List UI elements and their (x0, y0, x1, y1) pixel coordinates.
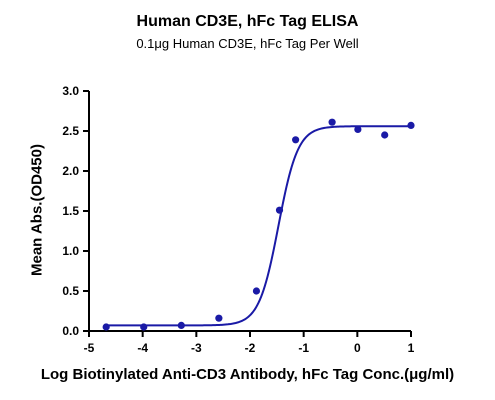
data-point (102, 323, 110, 331)
data-point (275, 206, 284, 214)
y-tick-label: 0.5 (62, 284, 79, 298)
data-point (354, 125, 362, 133)
fit-curve-line (106, 125, 411, 327)
y-tick-label: 2.0 (62, 164, 79, 178)
y-tick-label: 1.0 (62, 244, 79, 258)
x-tick-label: -4 (137, 341, 148, 355)
y-tick-label: 2.5 (62, 124, 79, 138)
x-tick-label: 0 (354, 341, 361, 355)
y-tick-label: 3.0 (62, 84, 79, 98)
y-tick-label: 1.5 (62, 204, 79, 218)
data-point (407, 121, 415, 129)
data-point (328, 118, 336, 126)
data-point (215, 314, 223, 322)
y-tick-label: 0.0 (62, 324, 79, 338)
data-point (292, 136, 300, 144)
chart-title: Human CD3E, hFc Tag ELISA (136, 13, 359, 30)
x-tick-label: -1 (298, 341, 309, 355)
chart-subtitle: 0.1μg Human CD3E, hFc Tag Per Well (136, 36, 359, 51)
data-point (381, 131, 389, 139)
data-point (252, 287, 261, 295)
x-tick-label: -2 (245, 341, 256, 355)
x-tick-label: -3 (191, 341, 202, 355)
x-tick-label: 1 (408, 341, 415, 355)
data-point (140, 323, 148, 331)
x-tick-label: -5 (84, 341, 95, 355)
x-axis-label: Log Biotinylated Anti-CD3 Antibody, hFc … (40, 366, 455, 383)
data-point (177, 321, 185, 329)
